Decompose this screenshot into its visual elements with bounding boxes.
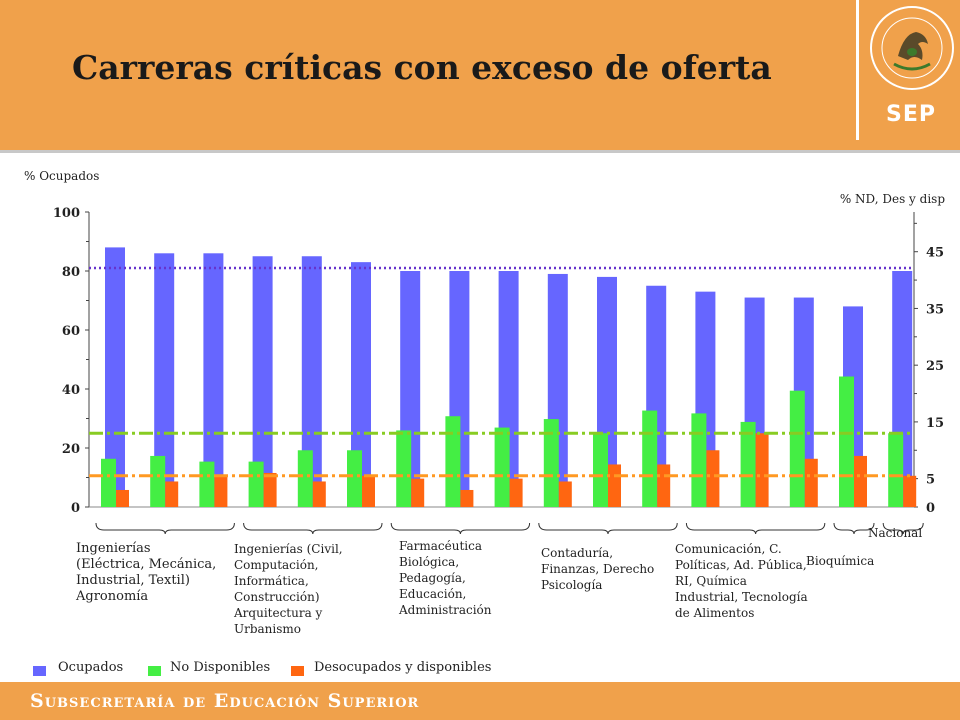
no-disponibles-bar <box>347 450 362 507</box>
no-disponibles-bar <box>199 461 215 507</box>
no-disponibles-bar <box>839 376 854 507</box>
right-tick-label: 35 <box>926 302 944 317</box>
left-tick-label: 20 <box>62 442 80 457</box>
no-disponibles-bar <box>593 433 608 507</box>
desocupados-bar <box>116 489 129 507</box>
no-disponibles-bar <box>789 390 805 507</box>
desocupados-bar <box>903 475 917 507</box>
left-tick-label: 80 <box>62 265 80 280</box>
left-tick-label: 40 <box>62 383 80 398</box>
footer-text: Subsecretaría de Educación Superior <box>30 690 420 712</box>
group-label-contaduria: Contaduría, Finanzas, Derecho Psicología <box>541 546 655 592</box>
left-tick-label: 100 <box>53 206 80 221</box>
header-divider <box>0 150 960 153</box>
ocupados-bar <box>105 247 125 507</box>
legend-label-no-disponibles: No Disponibles <box>170 660 271 675</box>
footer-bar: Subsecretaría de Educación Superior <box>0 682 960 720</box>
group-brace <box>95 522 235 535</box>
no-disponibles-bar <box>642 410 658 507</box>
group-label-bioquimica: Bioquímica <box>806 554 875 568</box>
group-brace <box>390 522 531 535</box>
left-tick-label: 60 <box>62 324 80 339</box>
desocupados-bar <box>755 433 769 507</box>
desocupados-bar <box>165 481 179 507</box>
sep-logo: SEP <box>886 102 936 127</box>
no-disponibles-bar <box>101 458 116 507</box>
no-disponibles-bar <box>396 430 412 507</box>
desocupados-bar <box>214 475 228 507</box>
right-axis-title: % ND, Des y disp <box>840 192 946 206</box>
desocupados-bar <box>657 464 671 507</box>
group-brace <box>882 522 924 535</box>
left-axis-title: % Ocupados <box>24 169 99 183</box>
desocupados-bar <box>854 455 867 507</box>
right-tick-label: 45 <box>926 246 944 261</box>
desocupados-bar <box>558 481 572 507</box>
desocupados-bar <box>509 478 523 507</box>
right-tick-label: 25 <box>926 359 944 374</box>
no-disponibles-bar <box>248 461 264 507</box>
group-brace <box>243 522 383 535</box>
ocupados-bar <box>252 256 273 507</box>
group-label-ingenierias-civil: Ingenierías (Civil, Computación, Informá… <box>234 542 343 636</box>
logo-divider <box>856 0 859 140</box>
national-seal-icon <box>870 6 954 90</box>
ocupados-bar <box>301 256 322 507</box>
group-label-farmaceutica: Farmacéutica Biológica, Pedagogía, Educa… <box>399 539 492 617</box>
bar-chart: 0 20 40 60 80 100 0 5 15 25 35 45 % Ocupados % ND, De… <box>24 169 946 535</box>
group-brace <box>685 522 826 535</box>
desocupados-bar <box>460 489 474 507</box>
right-tick-label: 0 <box>926 501 935 516</box>
no-disponibles-bar <box>691 413 707 507</box>
desocupados-bar <box>362 475 375 507</box>
no-disponibles-bar <box>494 427 510 507</box>
group-label-nacional: Nacional <box>868 526 923 540</box>
no-disponibles-bar <box>543 419 559 507</box>
right-tick-label: 5 <box>926 473 935 488</box>
legend-label-desocupados: Desocupados y disponibles <box>314 660 492 675</box>
desocupados-bar <box>411 478 425 507</box>
ocupados-bar <box>351 262 371 507</box>
no-disponibles-bar <box>888 433 904 507</box>
page-title: Carreras críticas con exceso de oferta <box>72 48 772 87</box>
legend-swatch-desocupados <box>291 666 304 676</box>
legend-swatch-ocupados <box>33 666 46 676</box>
group-label-ingenierias-electrica: Ingenierías (Eléctrica, Mecánica, Indust… <box>76 541 217 604</box>
desocupados-bar <box>263 472 277 507</box>
no-disponibles-bar <box>740 421 756 507</box>
group-brace <box>833 522 875 535</box>
desocupados-bar <box>608 464 621 507</box>
no-disponibles-bar <box>150 455 166 507</box>
desocupados-bar <box>706 450 720 507</box>
group-label-comunicacion: Comunicación, C. Políticas, Ad. Pública,… <box>675 542 808 620</box>
group-brace <box>538 522 678 535</box>
no-disponibles-bar <box>297 450 313 507</box>
no-disponibles-bar <box>445 416 461 507</box>
right-tick-label: 15 <box>926 416 944 431</box>
desocupados-bar <box>804 458 818 507</box>
desocupados-bar <box>312 481 326 507</box>
legend-swatch-no-disponibles <box>148 666 161 676</box>
header-bar: Carreras críticas con exceso de oferta S… <box>0 0 960 150</box>
legend-label-ocupados: Ocupados <box>58 660 124 675</box>
ocupados-bar <box>154 253 175 507</box>
left-tick-label: 0 <box>71 501 80 516</box>
ocupados-bar <box>203 253 224 507</box>
